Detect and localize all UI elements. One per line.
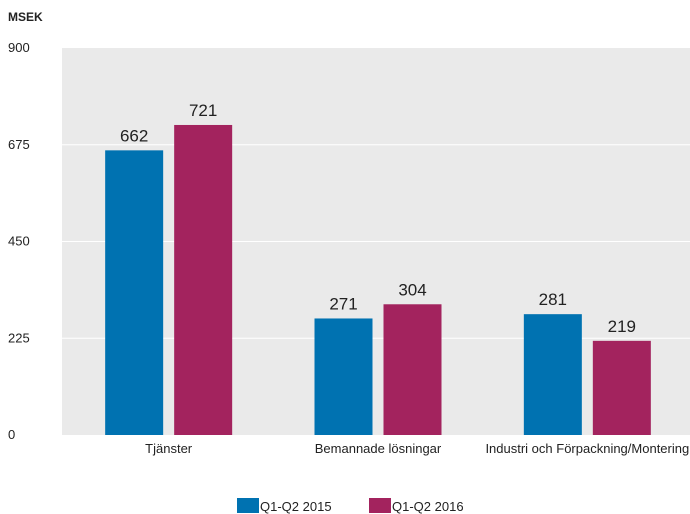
legend: Q1-Q2 2015 Q1-Q2 2016	[237, 498, 464, 514]
category-label: Industri och Förpackning/Montering	[485, 441, 689, 456]
legend-swatch	[369, 498, 391, 513]
category-labels: Tjänster Bemannade lösningar Industri och …	[145, 441, 689, 456]
bar	[383, 304, 442, 435]
gridlines	[62, 144, 690, 339]
bar	[523, 314, 582, 435]
legend-label: Q1-Q2 2016	[392, 499, 464, 514]
bar-value-label: 219	[608, 317, 636, 336]
bar	[174, 124, 233, 435]
bar	[592, 340, 651, 435]
bar	[314, 318, 373, 435]
y-tick-label: 675	[8, 137, 30, 152]
legend-label: Q1-Q2 2015	[260, 499, 332, 514]
bar	[105, 150, 164, 435]
value-labels: 662 721 271 304 281 219	[120, 101, 636, 336]
bar-value-label: 721	[189, 101, 217, 120]
y-axis-unit-label: MSEK	[8, 10, 43, 24]
bar-value-label: 281	[539, 290, 567, 309]
category-label: Tjänster	[145, 441, 193, 456]
bar-value-label: 662	[120, 126, 148, 145]
y-tick-label: 450	[8, 234, 30, 249]
y-tick-label: 900	[8, 40, 30, 55]
bars	[105, 124, 651, 435]
legend-swatch	[237, 498, 259, 513]
y-axis-ticks: 0 225 450 675 900	[8, 40, 30, 442]
y-tick-label: 225	[8, 330, 30, 345]
category-label: Bemannade lösningar	[315, 441, 442, 456]
bar-value-label: 304	[398, 280, 426, 299]
bar-value-label: 271	[329, 294, 357, 313]
y-tick-label: 0	[8, 427, 15, 442]
